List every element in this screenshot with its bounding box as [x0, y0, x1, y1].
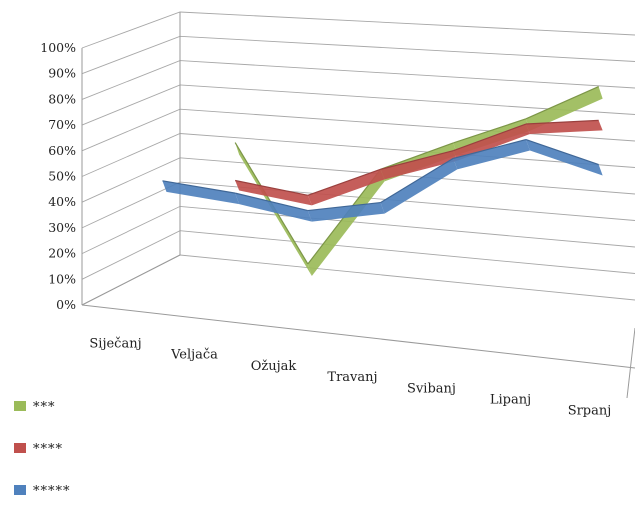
x-tick-label: Siječanj	[89, 337, 141, 352]
series-segment	[453, 124, 530, 161]
series-ribbon	[235, 119, 603, 206]
series-segment-edge	[235, 192, 308, 212]
x-axis-floor-front	[81, 304, 635, 369]
x-tick-label: Svibanj	[407, 381, 456, 396]
floor-left-edge	[81, 254, 181, 306]
series-segment	[380, 158, 458, 214]
gridline	[81, 11, 635, 49]
series-segment-edge	[307, 201, 381, 212]
x-tick-label: Lipanj	[490, 393, 531, 408]
floor-right-edge	[626, 327, 635, 399]
axes	[81, 12, 635, 399]
gridline	[81, 35, 635, 75]
series-segment	[307, 202, 385, 222]
x-tick-label: Travanj	[327, 370, 377, 385]
x-tick-label: Srpanj	[568, 404, 612, 419]
y-axis-tick-labels: 0% 10% 20% 30% 40% 50% 60% 70% 80% 90% 100%	[40, 40, 76, 312]
legend-label: ***	[33, 400, 56, 415]
series-segment-edge	[380, 142, 454, 170]
series-segment-edge	[453, 138, 527, 159]
series-segment	[525, 139, 603, 176]
y-tick-label: 20%	[48, 246, 76, 261]
x-axis-category-labels: Siječanj Veljača Ožujak Travanj Svibanj Lipan…	[89, 337, 611, 419]
series-segment-edge	[525, 119, 599, 125]
series-segment	[307, 169, 385, 206]
series-segment	[235, 193, 312, 222]
grid-lines	[81, 11, 635, 306]
series-segment-edge	[525, 138, 599, 166]
series-segment	[307, 169, 385, 276]
series-ribbons	[162, 86, 603, 276]
series-segment-edge	[235, 179, 308, 196]
series-segment	[525, 120, 603, 135]
y-tick-label: 40%	[48, 194, 76, 209]
legend-label: *****	[33, 484, 71, 499]
y-tick-label: 0%	[56, 297, 76, 312]
series-segment-edge	[162, 180, 236, 194]
legend: ************	[14, 400, 71, 499]
y-tick-label: 80%	[48, 91, 76, 106]
series-segment-edge	[453, 123, 527, 152]
y-tick-label: 50%	[48, 169, 76, 184]
legend-swatch	[14, 443, 26, 453]
series-segment-edge	[307, 168, 381, 196]
series-segment	[453, 139, 530, 170]
series-segment	[380, 150, 458, 180]
legend-label: ****	[33, 442, 63, 457]
series-ribbon	[162, 138, 603, 222]
y-tick-label: 30%	[48, 220, 76, 235]
gridline	[81, 230, 635, 280]
series-segment	[162, 180, 240, 205]
series-segment	[525, 86, 603, 131]
y-tick-label: 60%	[48, 143, 76, 158]
series-segment-edge	[525, 86, 599, 120]
series-segment	[235, 180, 312, 206]
legend-swatch	[14, 485, 26, 495]
series-segment-edge	[453, 118, 527, 144]
y-tick-label: 70%	[48, 117, 76, 132]
series-segment-edge	[380, 157, 454, 204]
x-tick-label: Ožujak	[251, 359, 297, 374]
series-segment-edge	[380, 150, 454, 170]
y-tick-label: 90%	[48, 66, 76, 81]
gridline	[81, 60, 635, 100]
x-tick-label: Veljača	[170, 348, 218, 363]
y-tick-label: 10%	[48, 271, 76, 286]
legend-swatch	[14, 401, 26, 411]
y-tick-label: 100%	[40, 40, 76, 55]
